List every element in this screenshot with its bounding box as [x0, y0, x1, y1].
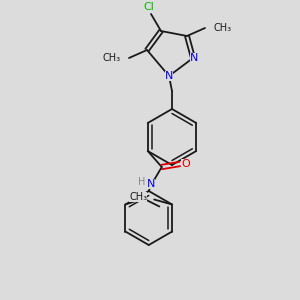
Text: N: N	[190, 53, 198, 63]
Text: H: H	[138, 177, 146, 187]
Text: N: N	[147, 179, 155, 189]
Text: CH₃: CH₃	[129, 191, 147, 202]
Text: Cl: Cl	[144, 2, 154, 12]
Text: N: N	[165, 71, 173, 81]
Text: CH₃: CH₃	[213, 23, 231, 33]
Text: O: O	[182, 159, 190, 169]
Text: CH₃: CH₃	[103, 53, 121, 63]
